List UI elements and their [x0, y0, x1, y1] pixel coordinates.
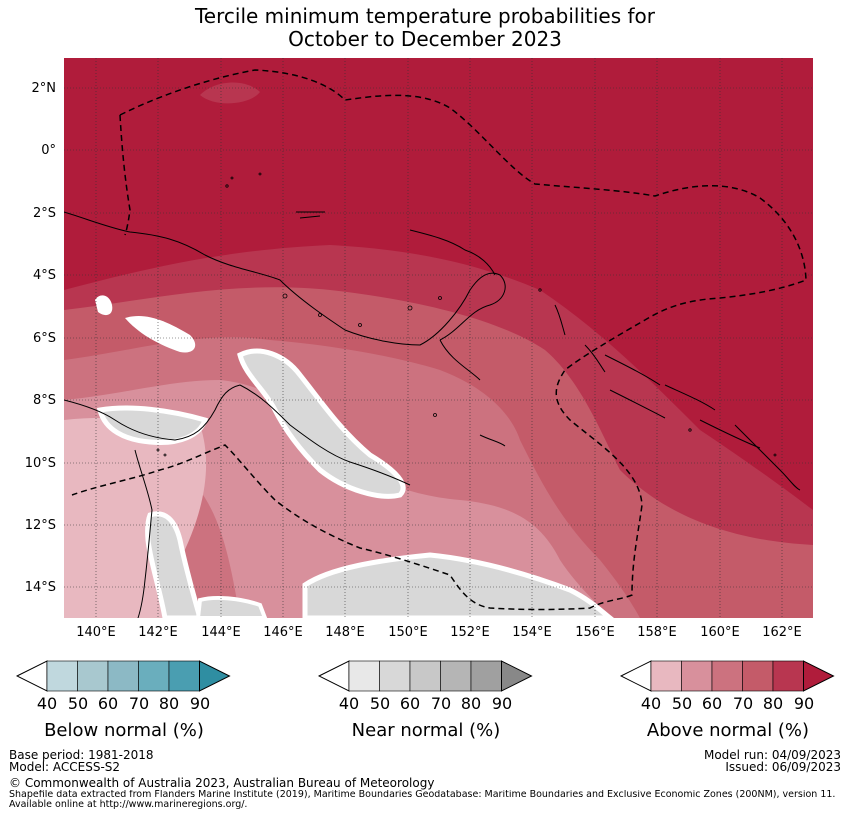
- colorbar-swatch: [772, 660, 804, 692]
- colorbar-above-swatches: [620, 660, 835, 692]
- graticule: [64, 58, 813, 618]
- lon-label-152e: 152°E: [450, 625, 490, 640]
- lon-label-162e: 162°E: [762, 625, 802, 640]
- colorbar-near-swatches: [318, 660, 533, 692]
- lon-label-144e: 144°E: [201, 625, 241, 640]
- colorbar-tick: 50: [671, 694, 693, 713]
- colorbar-tick: 90: [491, 694, 513, 713]
- colorbar-tick: 90: [189, 694, 211, 713]
- lon-label-154e: 154°E: [512, 625, 552, 640]
- colorbar-tick: 50: [67, 694, 89, 713]
- colorbar-tick: 60: [97, 694, 119, 713]
- model-text: Model: ACCESS-S2: [9, 760, 121, 774]
- colorbar-tick: 70: [430, 694, 452, 713]
- colorbar-swatch: [107, 660, 139, 692]
- colorbar-swatch: [409, 660, 441, 692]
- lat-label-12s: 12°S: [24, 518, 56, 533]
- colorbar-tick: 70: [128, 694, 150, 713]
- lat-label-8s: 8°S: [32, 393, 56, 408]
- colorbar-tick: 50: [369, 694, 391, 713]
- colorbar-swatch: [470, 660, 502, 692]
- colorbar-tick: 40: [338, 694, 360, 713]
- lat-label-14s: 14°S: [24, 580, 56, 595]
- colorbar-extend-high: [803, 660, 835, 692]
- lon-label-160e: 160°E: [700, 625, 740, 640]
- coastlines: [64, 211, 801, 618]
- colorbar-tick: 60: [399, 694, 421, 713]
- copyright-text: © Commonwealth of Australia 2023, Austra…: [9, 776, 435, 790]
- colorbar-tick: 40: [36, 694, 58, 713]
- lon-label-156e: 156°E: [575, 625, 615, 640]
- issued-text: Issued: 06/09/2023: [725, 760, 841, 774]
- colorbar-swatch: [348, 660, 380, 692]
- model-run-text: Model run: 04/09/2023: [703, 748, 841, 762]
- lon-label-140e: 140°E: [76, 625, 116, 640]
- colorbar-extend-low: [318, 660, 350, 692]
- map-title-line1: Tercile minimum temperature probabilitie…: [194, 4, 656, 28]
- colorbar-title: Above normal (%): [646, 720, 810, 741]
- colorbar-swatch: [168, 660, 200, 692]
- lon-label-150e: 150°E: [388, 625, 428, 640]
- colorbar-swatch: [138, 660, 170, 692]
- colorbar-extend-high: [199, 660, 231, 692]
- colorbar-swatch: [77, 660, 109, 692]
- colorbar-swatch: [650, 660, 682, 692]
- base-period-text: Base period: 1981-2018: [9, 748, 154, 762]
- lon-label-158e: 158°E: [637, 625, 677, 640]
- colorbar-tick: 70: [732, 694, 754, 713]
- colorbar-tick: 80: [762, 694, 784, 713]
- colorbar-tick: 80: [158, 694, 180, 713]
- eez-boundary: [71, 69, 807, 611]
- colorbar-swatch: [46, 660, 78, 692]
- colorbar-swatch: [379, 660, 411, 692]
- colorbar-swatch: [681, 660, 713, 692]
- lon-label-148e: 148°E: [325, 625, 365, 640]
- colorbar-tick: 80: [460, 694, 482, 713]
- colorbar-extend-low: [16, 660, 48, 692]
- colorbar-extend-low: [620, 660, 652, 692]
- colorbar-extend-high: [501, 660, 533, 692]
- colorbar-tick: 90: [793, 694, 815, 713]
- lon-label-146e: 146°E: [263, 625, 303, 640]
- islands: [156, 172, 777, 457]
- lat-label-2n: 2°N: [31, 81, 57, 96]
- lat-label-0: 0°: [41, 143, 56, 158]
- colorbar-below-swatches: [16, 660, 231, 692]
- lon-label-142e: 142°E: [138, 625, 178, 640]
- colorbar-swatch: [440, 660, 472, 692]
- map-title-line2: October to December 2023: [288, 27, 562, 51]
- colorbar-tick: 60: [701, 694, 723, 713]
- lat-label-4s: 4°S: [32, 268, 56, 283]
- shapefile-credit-line1: Shapefile data extracted from Flanders M…: [9, 790, 836, 800]
- colorbar-title: Below normal (%): [44, 720, 204, 741]
- lat-label-2s: 2°S: [32, 206, 56, 221]
- lat-label-10s: 10°S: [24, 456, 56, 471]
- colorbar-swatch: [742, 660, 774, 692]
- colorbar-swatch: [711, 660, 743, 692]
- colorbar-tick: 40: [640, 694, 662, 713]
- colorbar-title: Near normal (%): [351, 720, 501, 741]
- probability-field: [64, 58, 813, 618]
- lat-label-6s: 6°S: [32, 331, 56, 346]
- shapefile-credit-line2: Available online at http://www.marinereg…: [9, 799, 248, 810]
